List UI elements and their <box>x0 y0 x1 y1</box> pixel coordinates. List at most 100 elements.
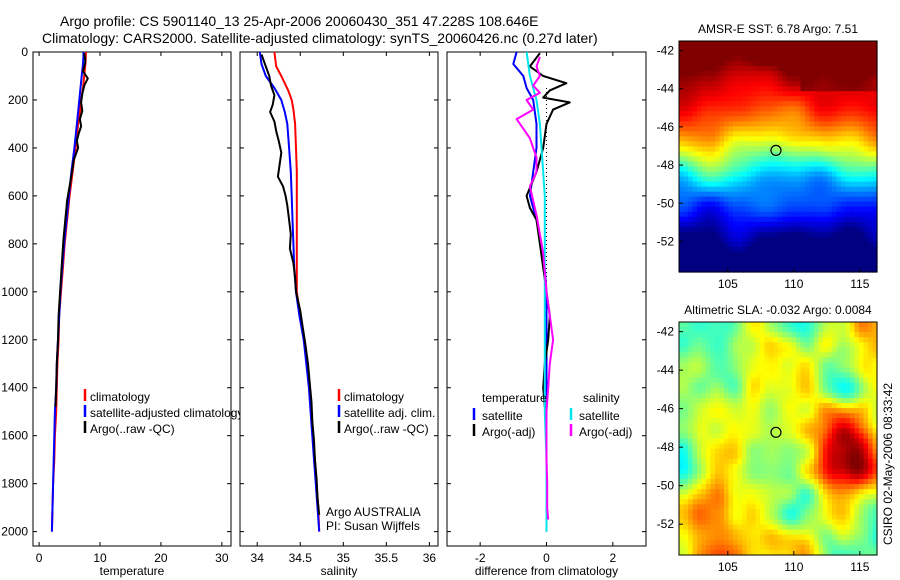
sla_map-cell <box>679 428 685 435</box>
sst_map-cell <box>832 111 838 117</box>
sla_map-cell <box>863 403 869 409</box>
sla_map-cell <box>679 403 685 409</box>
sst_map-cell <box>733 266 739 273</box>
sst_map-cell <box>751 106 757 112</box>
sst_map-cell <box>764 201 770 208</box>
sla_map-cell <box>724 544 730 551</box>
sst_map-cell <box>764 61 770 67</box>
sst_map-cell <box>791 256 797 263</box>
sst_map-cell <box>805 61 811 67</box>
sla_map-cell <box>805 509 811 516</box>
sst_map-cell <box>773 191 779 198</box>
sla_map-cell <box>823 403 829 409</box>
sla_map-cell <box>769 549 775 556</box>
sst_map-cell <box>845 116 851 122</box>
sla_map-cell <box>809 499 815 505</box>
sla_map-cell <box>710 347 716 353</box>
sla_map-cell <box>868 479 874 485</box>
sst_map-cell <box>719 156 725 163</box>
sst_map-cell <box>715 226 721 233</box>
sst_map-cell <box>755 211 761 218</box>
sst_map-cell <box>751 61 757 67</box>
sst_map-cell <box>796 246 802 253</box>
sla_map-cell <box>868 448 874 455</box>
sst_map-cell <box>715 256 721 263</box>
sla_map-cell <box>769 403 775 409</box>
sst_map-cell <box>868 216 874 223</box>
sla_map-cell <box>773 327 779 333</box>
sst_map-cell <box>796 91 802 97</box>
sst_map-cell <box>782 231 788 238</box>
sla_map-cell <box>760 352 766 359</box>
sla_map-cell <box>742 479 748 485</box>
sla_map-cell <box>746 392 752 399</box>
sst_map-cell <box>769 126 775 132</box>
sst_map-cell <box>791 121 797 127</box>
sla_map-cell <box>791 544 797 551</box>
sst_map-cell <box>710 111 716 117</box>
sst_map-cell <box>859 101 865 107</box>
sla_map-cell <box>863 322 869 328</box>
sst_map-cell <box>791 66 797 72</box>
sst_map-cell <box>823 106 829 112</box>
sla_map-cell <box>692 539 698 546</box>
sst_map-cell <box>742 206 748 213</box>
sla_map-cell <box>854 397 860 404</box>
sla_map-cell <box>791 362 797 369</box>
sst_map-cell <box>800 146 806 153</box>
sla_map-cell <box>773 357 779 364</box>
sla_map-cell <box>841 352 847 359</box>
sst_map-frame <box>678 40 878 273</box>
sla_map-cell <box>755 418 761 424</box>
sla_map-cell <box>701 362 707 369</box>
sla_map-cell <box>859 539 865 546</box>
argo-float-position-marker <box>770 426 782 438</box>
sst_map-cell <box>760 111 766 117</box>
sla_map-cell <box>782 342 788 348</box>
sst_map-cell <box>773 266 779 273</box>
difference-legend-label: Argo(-adj) <box>482 425 535 439</box>
sst_map-cell <box>854 121 860 127</box>
sst_map-cell <box>755 106 761 112</box>
sst_map-cell <box>706 161 712 168</box>
sla_map-cell <box>836 443 842 450</box>
sla_map-cell <box>841 423 847 429</box>
sla_map-cell <box>791 529 797 536</box>
sst_map-cell <box>791 76 797 82</box>
sla_map-cell <box>863 423 869 429</box>
sla_map-cell <box>823 539 829 546</box>
sla_map-cell <box>728 484 734 490</box>
sst_map-cell <box>791 91 797 97</box>
sla_map-cell <box>787 397 793 404</box>
sla_map-cell <box>755 504 761 511</box>
sst_map-cell <box>688 206 694 213</box>
sst_map-cell <box>818 231 824 238</box>
sla_map-cell <box>800 342 806 348</box>
sla_map-cell <box>697 408 703 414</box>
sst_map-cell <box>710 186 716 193</box>
sla_map-cell <box>737 549 743 556</box>
sla_map-cell <box>733 322 739 328</box>
sla_map-cell <box>773 448 779 455</box>
sst_map-cell <box>773 176 779 183</box>
sla_map-cell <box>715 453 721 460</box>
sst_map-cell <box>778 181 784 188</box>
sla_map-cell <box>719 332 725 338</box>
sla_map-cell <box>827 352 833 359</box>
sst_map-cell <box>836 196 842 203</box>
sla_map-cell <box>845 408 851 414</box>
sst_map-cell <box>854 196 860 203</box>
sla_map-cell <box>746 357 752 364</box>
sla_map-cell <box>800 524 806 531</box>
sst_map-cell <box>737 61 743 67</box>
sla_map-cell <box>836 428 842 435</box>
sst_map-cell <box>751 221 757 228</box>
sst_map-cell <box>836 201 842 208</box>
sla_map-cell <box>823 494 829 500</box>
sst_map-cell <box>692 216 698 223</box>
sla_map-cell <box>710 403 716 409</box>
sst_map-cell <box>832 91 838 97</box>
sst_map-cell <box>679 66 685 72</box>
sla_map-cell <box>832 539 838 546</box>
sla_map-cell <box>697 418 703 424</box>
